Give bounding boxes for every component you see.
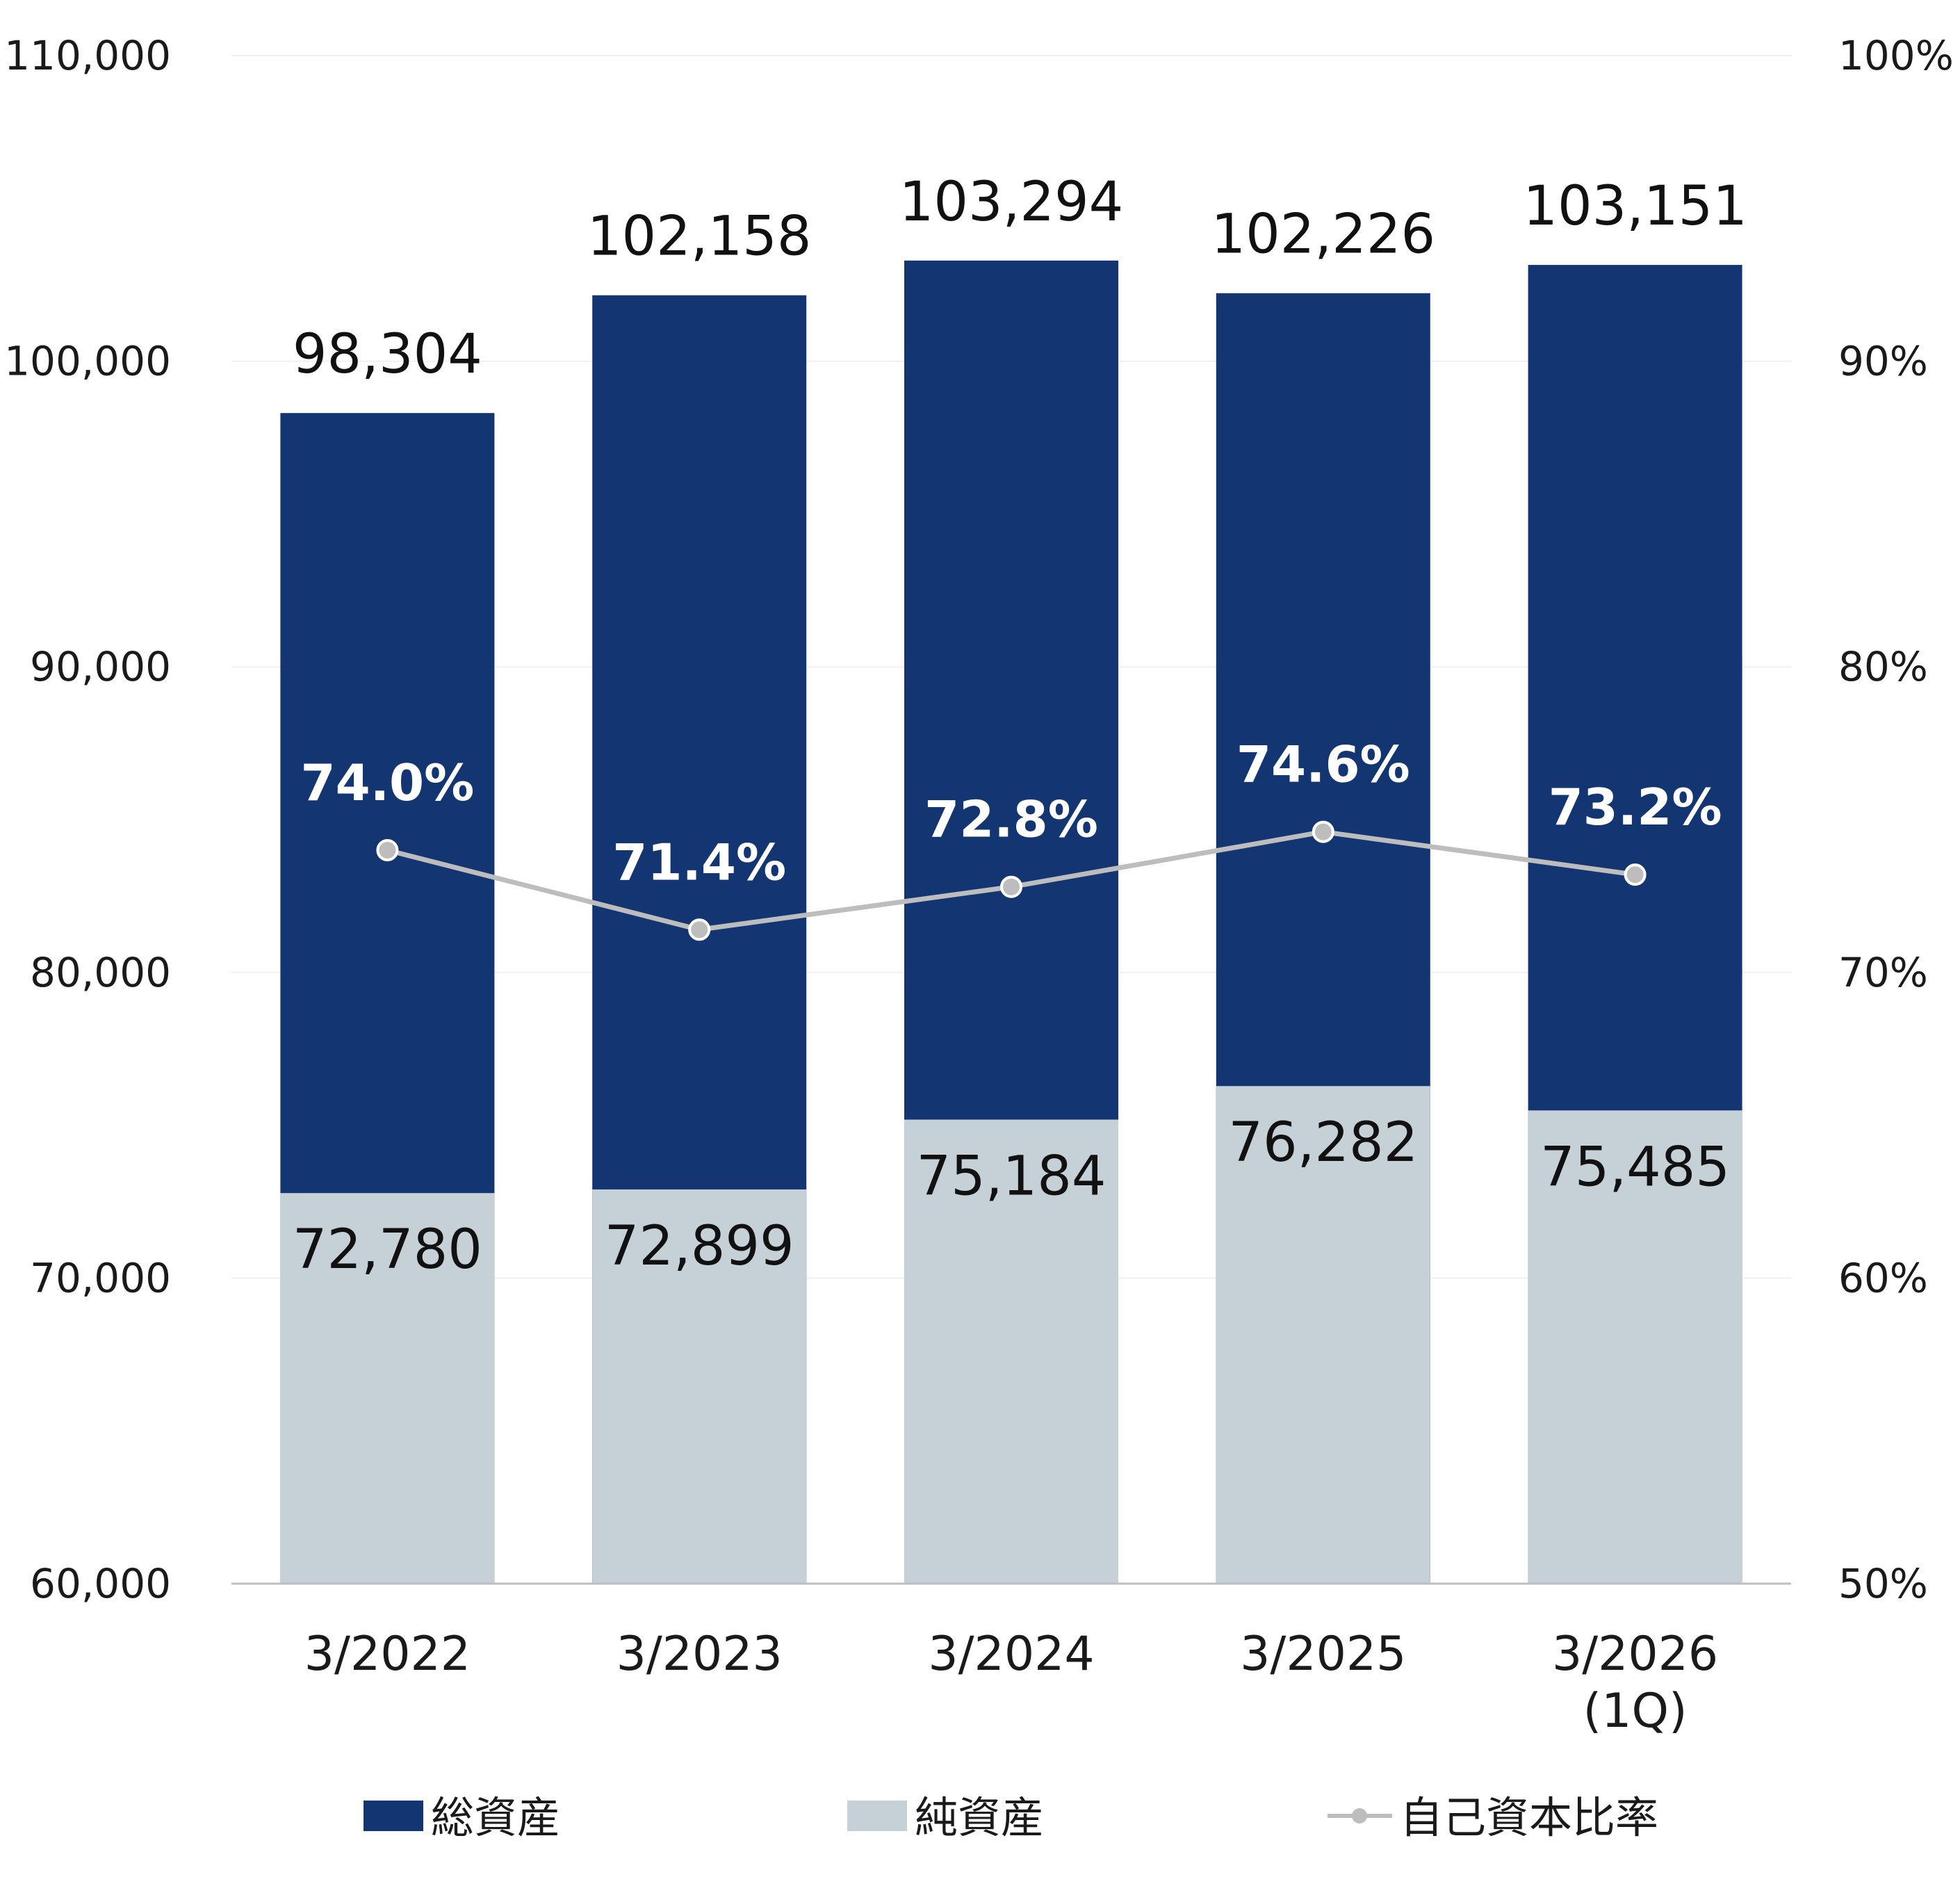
point-equity-ratio	[376, 838, 399, 861]
legend-marker-equity-ratio	[1352, 1808, 1367, 1823]
bar-net-assets	[592, 1189, 807, 1584]
bar-net-assets	[280, 1193, 495, 1584]
y-right-tick-label: 80%	[1838, 643, 1928, 690]
data-label-net-assets: 72,780	[293, 1219, 482, 1281]
y-right-tick-label: 50%	[1838, 1560, 1928, 1607]
x-tick-label: 3/2025	[1240, 1627, 1406, 1682]
point-equity-ratio	[1000, 875, 1022, 898]
data-label-total-assets: 103,151	[1523, 175, 1747, 238]
legend-swatch-net-assets	[847, 1801, 907, 1831]
bar-net-assets	[1528, 1110, 1742, 1584]
data-label-equity-ratio: 72.8%	[924, 790, 1098, 849]
data-label-total-assets: 102,226	[1211, 204, 1436, 266]
x-tick-label: (1Q)	[1583, 1684, 1688, 1739]
y-right-tick-label: 70%	[1838, 949, 1928, 996]
data-label-equity-ratio: 74.6%	[1236, 736, 1410, 794]
data-label-equity-ratio: 74.0%	[301, 754, 475, 812]
y-left-tick-label: 90,000	[30, 643, 171, 690]
y-left-tick-label: 100,000	[4, 338, 171, 385]
data-label-total-assets: 98,304	[293, 323, 482, 386]
legend-label-net-assets: 純資産	[915, 1792, 1044, 1843]
y-left-tick-label: 70,000	[30, 1254, 171, 1301]
y-left-tick-label: 80,000	[30, 949, 171, 996]
data-label-net-assets: 75,485	[1540, 1136, 1730, 1199]
y-right-tick-label: 90%	[1838, 338, 1928, 385]
x-tick-label: 3/2022	[304, 1627, 471, 1682]
data-label-net-assets: 75,184	[917, 1146, 1106, 1208]
y-right-tick-label: 60%	[1838, 1254, 1928, 1301]
bar-net-assets	[904, 1119, 1118, 1584]
point-equity-ratio	[1312, 820, 1334, 843]
y-left-tick-label: 110,000	[4, 32, 171, 79]
y-right-tick-label: 100%	[1838, 32, 1954, 79]
data-label-total-assets: 103,294	[899, 171, 1124, 234]
legend-label-total-assets: 総資産	[431, 1792, 560, 1843]
x-tick-label: 3/2024	[928, 1627, 1094, 1682]
data-label-net-assets: 76,282	[1228, 1112, 1418, 1174]
legend-label-equity-ratio: 自己資本比率	[1400, 1792, 1658, 1843]
data-label-equity-ratio: 71.4%	[612, 833, 786, 891]
y-left-tick-label: 60,000	[30, 1560, 171, 1607]
point-equity-ratio	[688, 918, 711, 941]
bar-net-assets	[1216, 1086, 1430, 1584]
data-label-total-assets: 102,158	[587, 206, 812, 268]
x-tick-label: 3/2026	[1552, 1627, 1718, 1682]
x-tick-label: 3/2023	[616, 1627, 783, 1682]
data-label-equity-ratio: 73.2%	[1549, 778, 1722, 836]
point-equity-ratio	[1624, 863, 1647, 886]
legend-swatch-total-assets	[364, 1801, 423, 1831]
data-label-net-assets: 72,899	[605, 1215, 794, 1278]
